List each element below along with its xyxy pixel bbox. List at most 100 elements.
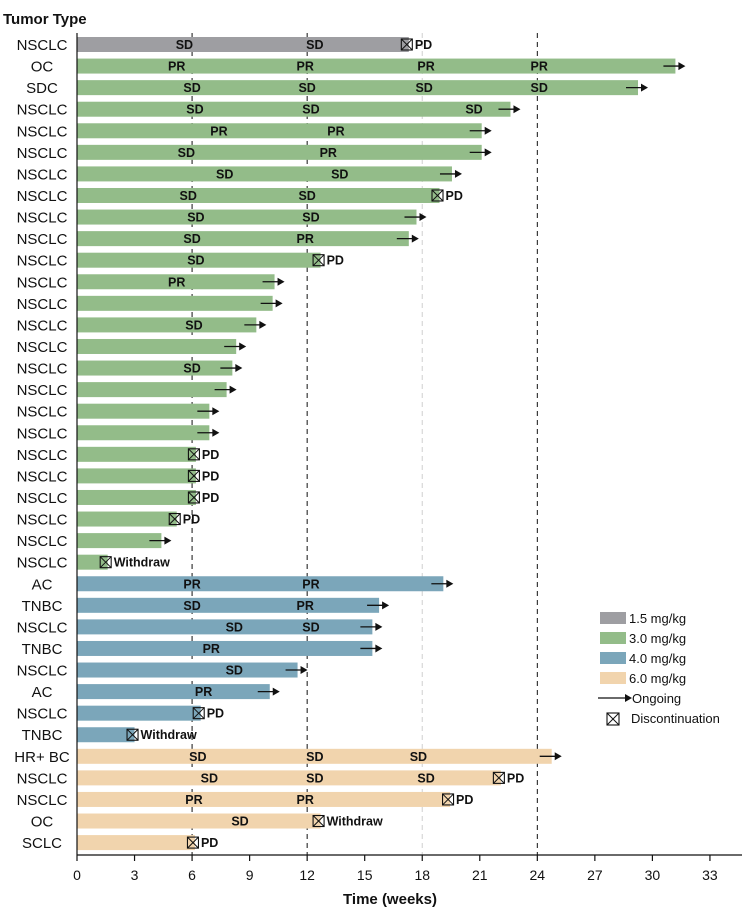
bar [77, 80, 639, 96]
legend-item: 3.0 mg/kg [600, 631, 686, 646]
ongoing-arrow-icon [197, 428, 220, 437]
response-label: SD [176, 38, 193, 52]
legend-label: 6.0 mg/kg [629, 671, 686, 686]
end-label: PD [202, 448, 219, 462]
patient-row: SD SD [77, 209, 427, 225]
discontinuation-icon [400, 38, 413, 51]
patient-row: SD SD PD [77, 37, 432, 52]
end-label: PD [456, 793, 473, 807]
response-label: PR [168, 60, 185, 74]
bar [77, 144, 482, 160]
legend-label: 1.5 mg/kg [629, 611, 686, 626]
end-label: Withdraw [141, 728, 197, 742]
ongoing-arrow-icon [214, 385, 237, 394]
patient-row: PR PR [77, 123, 492, 139]
response-label: SD [302, 103, 319, 117]
response-label: SD [186, 103, 203, 117]
patient-row: Withdraw [77, 727, 197, 743]
patient-row: PR PR PR PR [77, 58, 686, 74]
bar [77, 511, 177, 527]
response-label: SD [417, 771, 434, 785]
response-label: PR [531, 60, 548, 74]
x-ticks: 0 3 6 9 12 15 18 21 24 27 30 33 [73, 855, 718, 883]
y-tick-label: NSCLC [17, 102, 68, 119]
response-label: PR [297, 60, 314, 74]
y-tick-label: TNBC [22, 727, 63, 744]
bar [77, 317, 257, 333]
patient-row: SD [77, 360, 243, 376]
response-label: PR [195, 685, 212, 699]
response-label: SD [302, 211, 319, 225]
patient-row: PD [77, 489, 219, 505]
bar [77, 187, 440, 203]
bar [77, 295, 273, 311]
y-tick-label: NSCLC [17, 663, 68, 680]
ongoing-arrow-icon [598, 694, 632, 702]
bar [77, 338, 237, 354]
ongoing-arrow-icon [285, 666, 308, 675]
bar [77, 748, 552, 764]
bar [77, 231, 409, 247]
y-tick-label: NSCLC [17, 361, 68, 378]
y-tick-label: NSCLC [17, 706, 68, 723]
legend-item: Discontinuation [606, 711, 720, 726]
x-tick-label: 24 [530, 867, 546, 883]
ongoing-arrow-icon [149, 536, 172, 545]
end-label: PD [415, 38, 432, 52]
response-label: SD [189, 750, 206, 764]
x-tick-label: 12 [299, 867, 315, 883]
discontinuation-icon [168, 512, 181, 526]
patient-row [77, 403, 220, 419]
bar [77, 489, 196, 505]
response-label: PR [297, 793, 314, 807]
ongoing-arrow-icon [626, 83, 649, 92]
y-tick-label: NSCLC [17, 770, 68, 787]
patient-row: SD SD SD [77, 748, 562, 764]
response-label: SD [306, 38, 323, 52]
response-label: SD [187, 254, 204, 268]
y-tick-label: NSCLC [17, 145, 68, 162]
patient-row: PR [77, 274, 285, 290]
y-tick-label: TNBC [22, 598, 63, 615]
bar [77, 684, 270, 700]
patient-row [77, 382, 237, 398]
bar [77, 619, 373, 635]
x-tick-label: 21 [472, 867, 488, 883]
discontinuation-icon [606, 712, 620, 726]
bar [77, 252, 321, 268]
patient-row [77, 533, 172, 549]
y-tick-label: NSCLC [17, 425, 68, 442]
y-tick-label: TNBC [22, 641, 63, 658]
response-label: SD [178, 146, 195, 160]
bar [77, 123, 482, 139]
response-label: SD [183, 81, 200, 95]
response-label: SD [201, 771, 218, 785]
legend-label: 3.0 mg/kg [629, 631, 686, 646]
ongoing-arrow-icon [257, 687, 280, 696]
end-label: PD [202, 491, 219, 505]
y-tick-label: SCLC [22, 835, 62, 852]
ongoing-arrow-icon [367, 601, 390, 610]
end-label: PD [446, 189, 463, 203]
bar [77, 425, 210, 441]
end-label: Withdraw [327, 815, 383, 829]
patient-row: SD SD SD [77, 101, 521, 117]
response-label: SD [531, 81, 548, 95]
bar [77, 468, 196, 484]
x-tick-label: 27 [587, 867, 603, 883]
end-label: PD [207, 707, 224, 721]
patient-row: SD PR [77, 144, 492, 160]
x-tick-label: 0 [73, 867, 81, 883]
y-tick-labels: NSCLC OC SDC NSCLC NSCLC NSCLC NSCLC NSCLC NSCLC… [14, 37, 70, 852]
ongoing-arrow-icon [469, 148, 492, 157]
response-label: PR [297, 232, 314, 246]
bar [77, 791, 451, 807]
response-label: SD [226, 620, 243, 634]
discontinuation-icon [312, 254, 325, 267]
ongoing-arrow-icon [224, 342, 247, 351]
bar [77, 813, 321, 829]
response-label: SD [231, 815, 248, 829]
legend-label: Discontinuation [631, 711, 720, 726]
response-label: PR [210, 124, 227, 138]
